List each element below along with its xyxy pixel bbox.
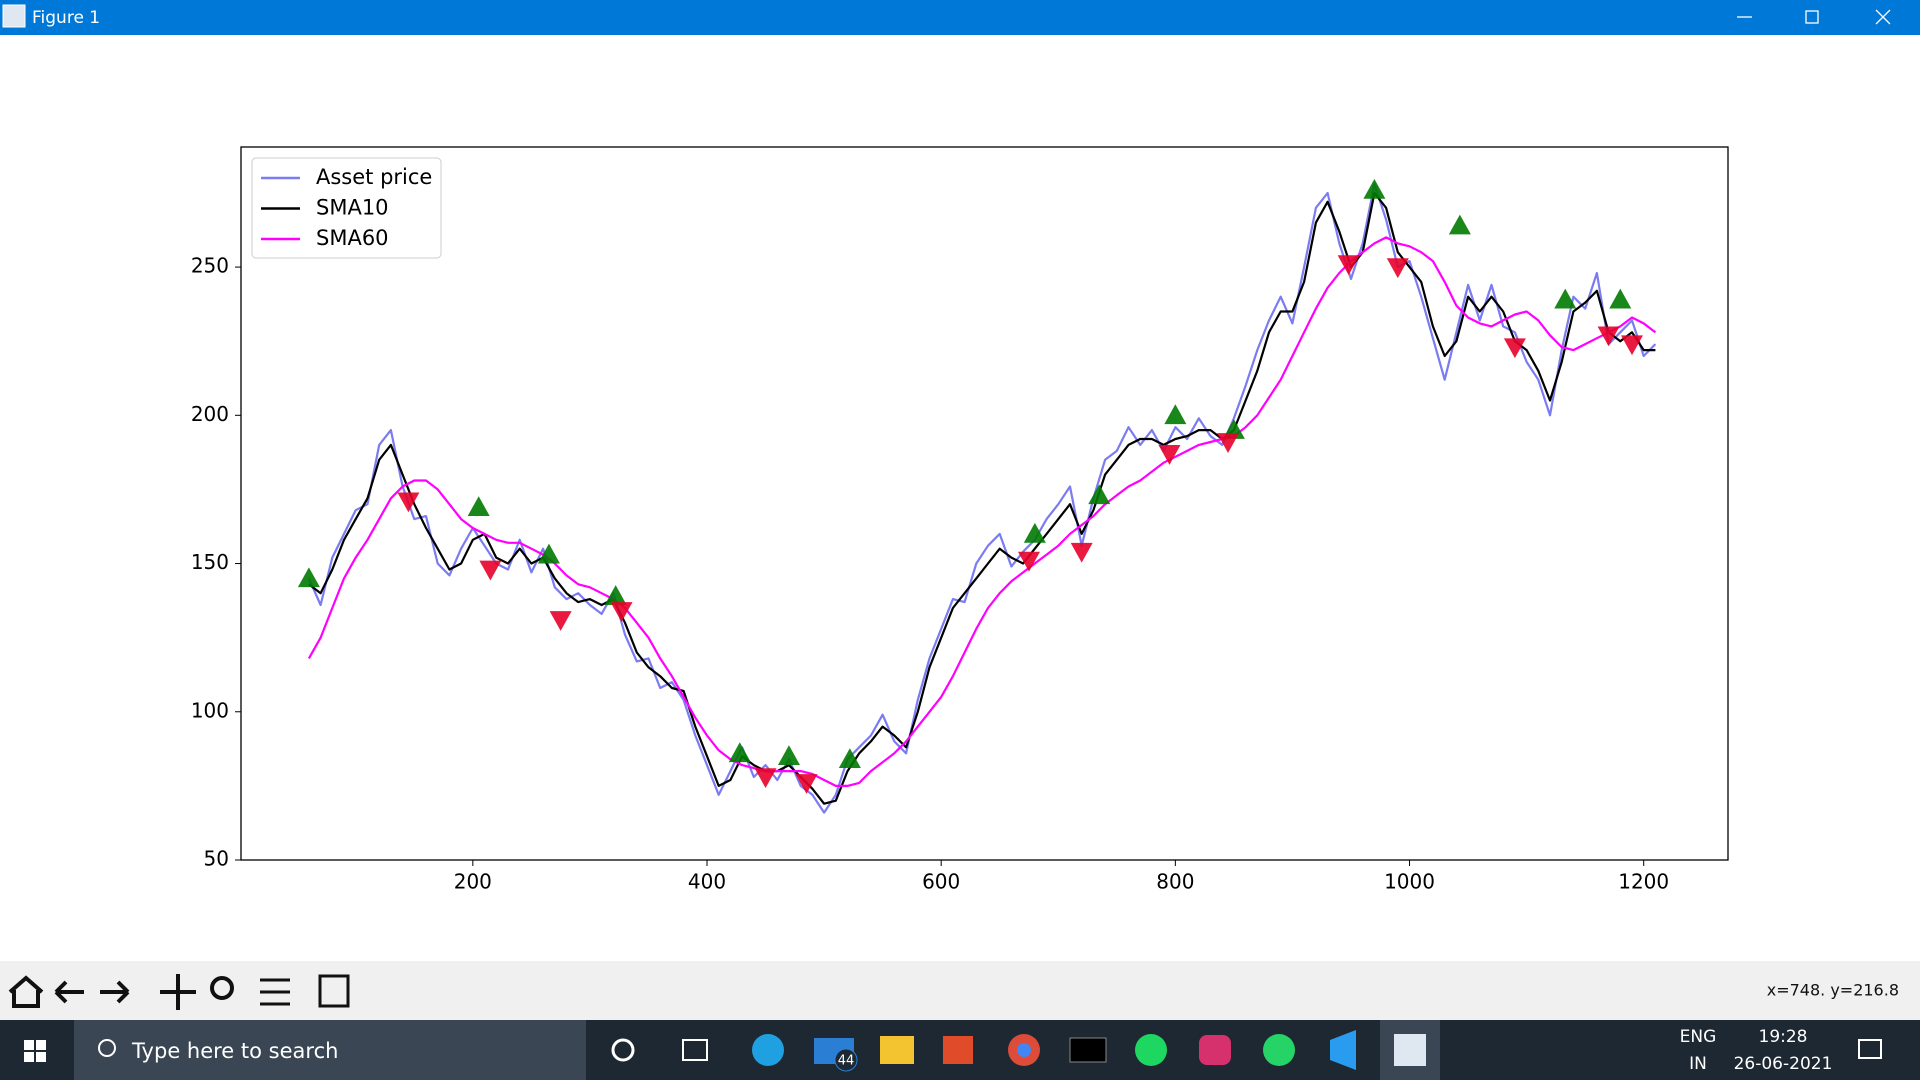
- sell-marker: [1503, 338, 1526, 359]
- buy-marker: [604, 585, 627, 605]
- spotify-icon[interactable]: [1135, 1034, 1167, 1066]
- legend-label: SMA10: [316, 196, 389, 220]
- vscode-icon[interactable]: [1330, 1030, 1356, 1070]
- sell-marker: [1337, 255, 1360, 276]
- series-line: [308, 191, 1656, 805]
- buy-marker: [537, 543, 560, 564]
- x-tick-label: 400: [688, 870, 726, 894]
- sell-marker: [1620, 335, 1643, 356]
- sell-marker: [1158, 445, 1181, 465]
- notifications-icon[interactable]: [1858, 1039, 1882, 1059]
- toolbar-buttons: [8, 974, 350, 1010]
- mail-badge-count: 44: [838, 1054, 855, 1069]
- store-icon[interactable]: [943, 1036, 973, 1064]
- back-button[interactable]: [54, 980, 84, 1004]
- buy-marker: [467, 496, 490, 517]
- x-tick-label: 1200: [1618, 870, 1669, 894]
- task-view-icon[interactable]: [682, 1039, 708, 1061]
- zoom-button[interactable]: [210, 976, 234, 1000]
- y-tick-label: 50: [204, 847, 229, 871]
- edge-icon[interactable]: [752, 1034, 784, 1066]
- y-tick-label: 250: [191, 254, 229, 278]
- x-tick-label: 200: [454, 870, 492, 894]
- search-icon: [98, 1039, 116, 1057]
- buy-marker: [1448, 214, 1471, 235]
- buy-marker: [1023, 522, 1046, 543]
- series-line: [307, 183, 1657, 814]
- whatsapp-icon[interactable]: [1263, 1034, 1295, 1066]
- buy-marker: [838, 748, 861, 769]
- buy-marker: [1164, 404, 1187, 425]
- buy-marker: [1088, 484, 1111, 505]
- home-button[interactable]: [8, 975, 44, 1008]
- sell-marker: [1217, 433, 1240, 453]
- x-tick-label: 1000: [1384, 870, 1435, 894]
- legend-label: Asset price: [316, 165, 432, 189]
- sell-marker: [754, 768, 777, 788]
- chart: 50 100 150 200 250 200 400 600 800 1000 1200 Asset …: [191, 146, 1729, 894]
- cortana-icon[interactable]: [611, 1038, 635, 1062]
- sell-marker: [397, 492, 420, 513]
- sell-marker: [610, 602, 633, 622]
- y-tick-label: 150: [191, 550, 229, 574]
- save-button[interactable]: [318, 974, 350, 1008]
- terminal-icon[interactable]: [1069, 1037, 1107, 1063]
- sell-marker: [549, 611, 572, 631]
- start-button[interactable]: [24, 1040, 46, 1062]
- configure-button[interactable]: [260, 978, 290, 1006]
- sell-marker: [1386, 258, 1409, 279]
- title-bar: [0, 0, 1920, 35]
- buy-marker: [297, 567, 320, 588]
- sell-marker: [1070, 542, 1093, 563]
- figure-app-icon: [1394, 1034, 1426, 1066]
- taskbar-apps: 44: [611, 1020, 1440, 1080]
- buy-marker: [777, 745, 800, 766]
- y-tick-label: 100: [191, 698, 229, 722]
- series-line: [307, 236, 1657, 787]
- window-title: Figure 1: [32, 8, 100, 28]
- legend-label: SMA60: [316, 226, 389, 250]
- cursor-coordinates: x=748. y=216.8: [1767, 981, 1899, 1000]
- instagram-icon[interactable]: [1199, 1035, 1231, 1065]
- x-tick-label: 800: [1156, 870, 1194, 894]
- sell-marker: [1597, 326, 1620, 347]
- sell-marker: [795, 774, 818, 794]
- buy-marker: [1609, 288, 1632, 309]
- mail-badge: [834, 1048, 858, 1072]
- x-tick-label: 600: [922, 870, 960, 894]
- clock-date[interactable]: 26-06-2021: [1734, 1054, 1833, 1074]
- sell-marker: [479, 560, 502, 581]
- buy-marker: [1554, 288, 1577, 309]
- restore-button[interactable]: [1805, 10, 1819, 24]
- forward-button[interactable]: [100, 980, 130, 1004]
- clock-time[interactable]: 19:28: [1759, 1027, 1808, 1047]
- y-tick-label: 200: [191, 402, 229, 426]
- buy-marker: [728, 742, 751, 763]
- pan-button[interactable]: [160, 974, 196, 1010]
- close-button[interactable]: [1875, 9, 1891, 25]
- region[interactable]: IN: [1689, 1054, 1707, 1074]
- chrome-center: [1017, 1043, 1031, 1057]
- legend-box: [251, 157, 442, 259]
- search-placeholder: Type here to search: [131, 1039, 338, 1063]
- app-icon: [2, 4, 26, 28]
- file-explorer-icon[interactable]: [880, 1036, 914, 1064]
- axes-frame: [240, 146, 1729, 861]
- sell-marker: [1017, 551, 1040, 572]
- buy-marker: [1363, 178, 1386, 199]
- language[interactable]: ENG: [1680, 1027, 1717, 1047]
- search-box[interactable]: [74, 1020, 586, 1080]
